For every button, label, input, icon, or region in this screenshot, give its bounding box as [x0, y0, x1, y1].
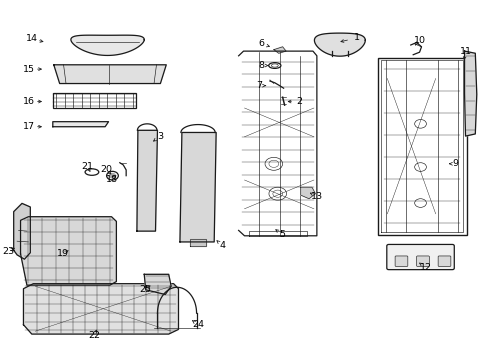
Polygon shape	[464, 51, 476, 136]
Polygon shape	[144, 274, 171, 294]
FancyBboxPatch shape	[394, 256, 407, 266]
Text: 19: 19	[57, 249, 68, 258]
Polygon shape	[314, 33, 365, 56]
Polygon shape	[71, 35, 144, 55]
Polygon shape	[180, 132, 216, 242]
Text: 6: 6	[258, 40, 264, 49]
FancyBboxPatch shape	[416, 256, 428, 266]
Text: 7: 7	[256, 81, 262, 90]
FancyBboxPatch shape	[386, 244, 453, 270]
Text: 16: 16	[23, 97, 35, 106]
Text: 3: 3	[157, 132, 163, 140]
Bar	[377, 58, 466, 235]
Text: 23: 23	[3, 247, 15, 256]
Text: 2: 2	[296, 97, 302, 106]
Text: 11: 11	[459, 46, 470, 55]
Polygon shape	[273, 47, 285, 53]
FancyBboxPatch shape	[437, 256, 450, 266]
Text: 17: 17	[23, 122, 35, 131]
Text: 1: 1	[353, 33, 359, 42]
Ellipse shape	[268, 63, 280, 68]
Ellipse shape	[85, 169, 99, 175]
Polygon shape	[137, 130, 157, 231]
Polygon shape	[14, 203, 30, 259]
Text: 12: 12	[419, 263, 430, 271]
Ellipse shape	[271, 64, 278, 67]
Text: 4: 4	[219, 241, 225, 250]
Polygon shape	[23, 284, 178, 334]
Polygon shape	[189, 239, 206, 246]
Polygon shape	[53, 122, 108, 127]
Text: 13: 13	[310, 192, 322, 201]
Text: 10: 10	[413, 36, 425, 45]
Circle shape	[109, 174, 115, 178]
Bar	[53, 93, 136, 108]
Text: 25: 25	[140, 285, 151, 294]
Text: 21: 21	[81, 162, 93, 171]
Text: 9: 9	[452, 159, 458, 168]
Text: 8: 8	[258, 61, 264, 70]
Polygon shape	[54, 65, 166, 84]
Text: 22: 22	[88, 331, 100, 340]
Text: 15: 15	[23, 65, 35, 74]
Polygon shape	[20, 217, 116, 285]
Text: 20: 20	[101, 165, 112, 174]
Text: 24: 24	[192, 320, 203, 329]
Text: 18: 18	[105, 175, 117, 184]
Text: 5: 5	[279, 230, 285, 239]
Text: 14: 14	[26, 34, 38, 43]
Polygon shape	[300, 187, 315, 199]
